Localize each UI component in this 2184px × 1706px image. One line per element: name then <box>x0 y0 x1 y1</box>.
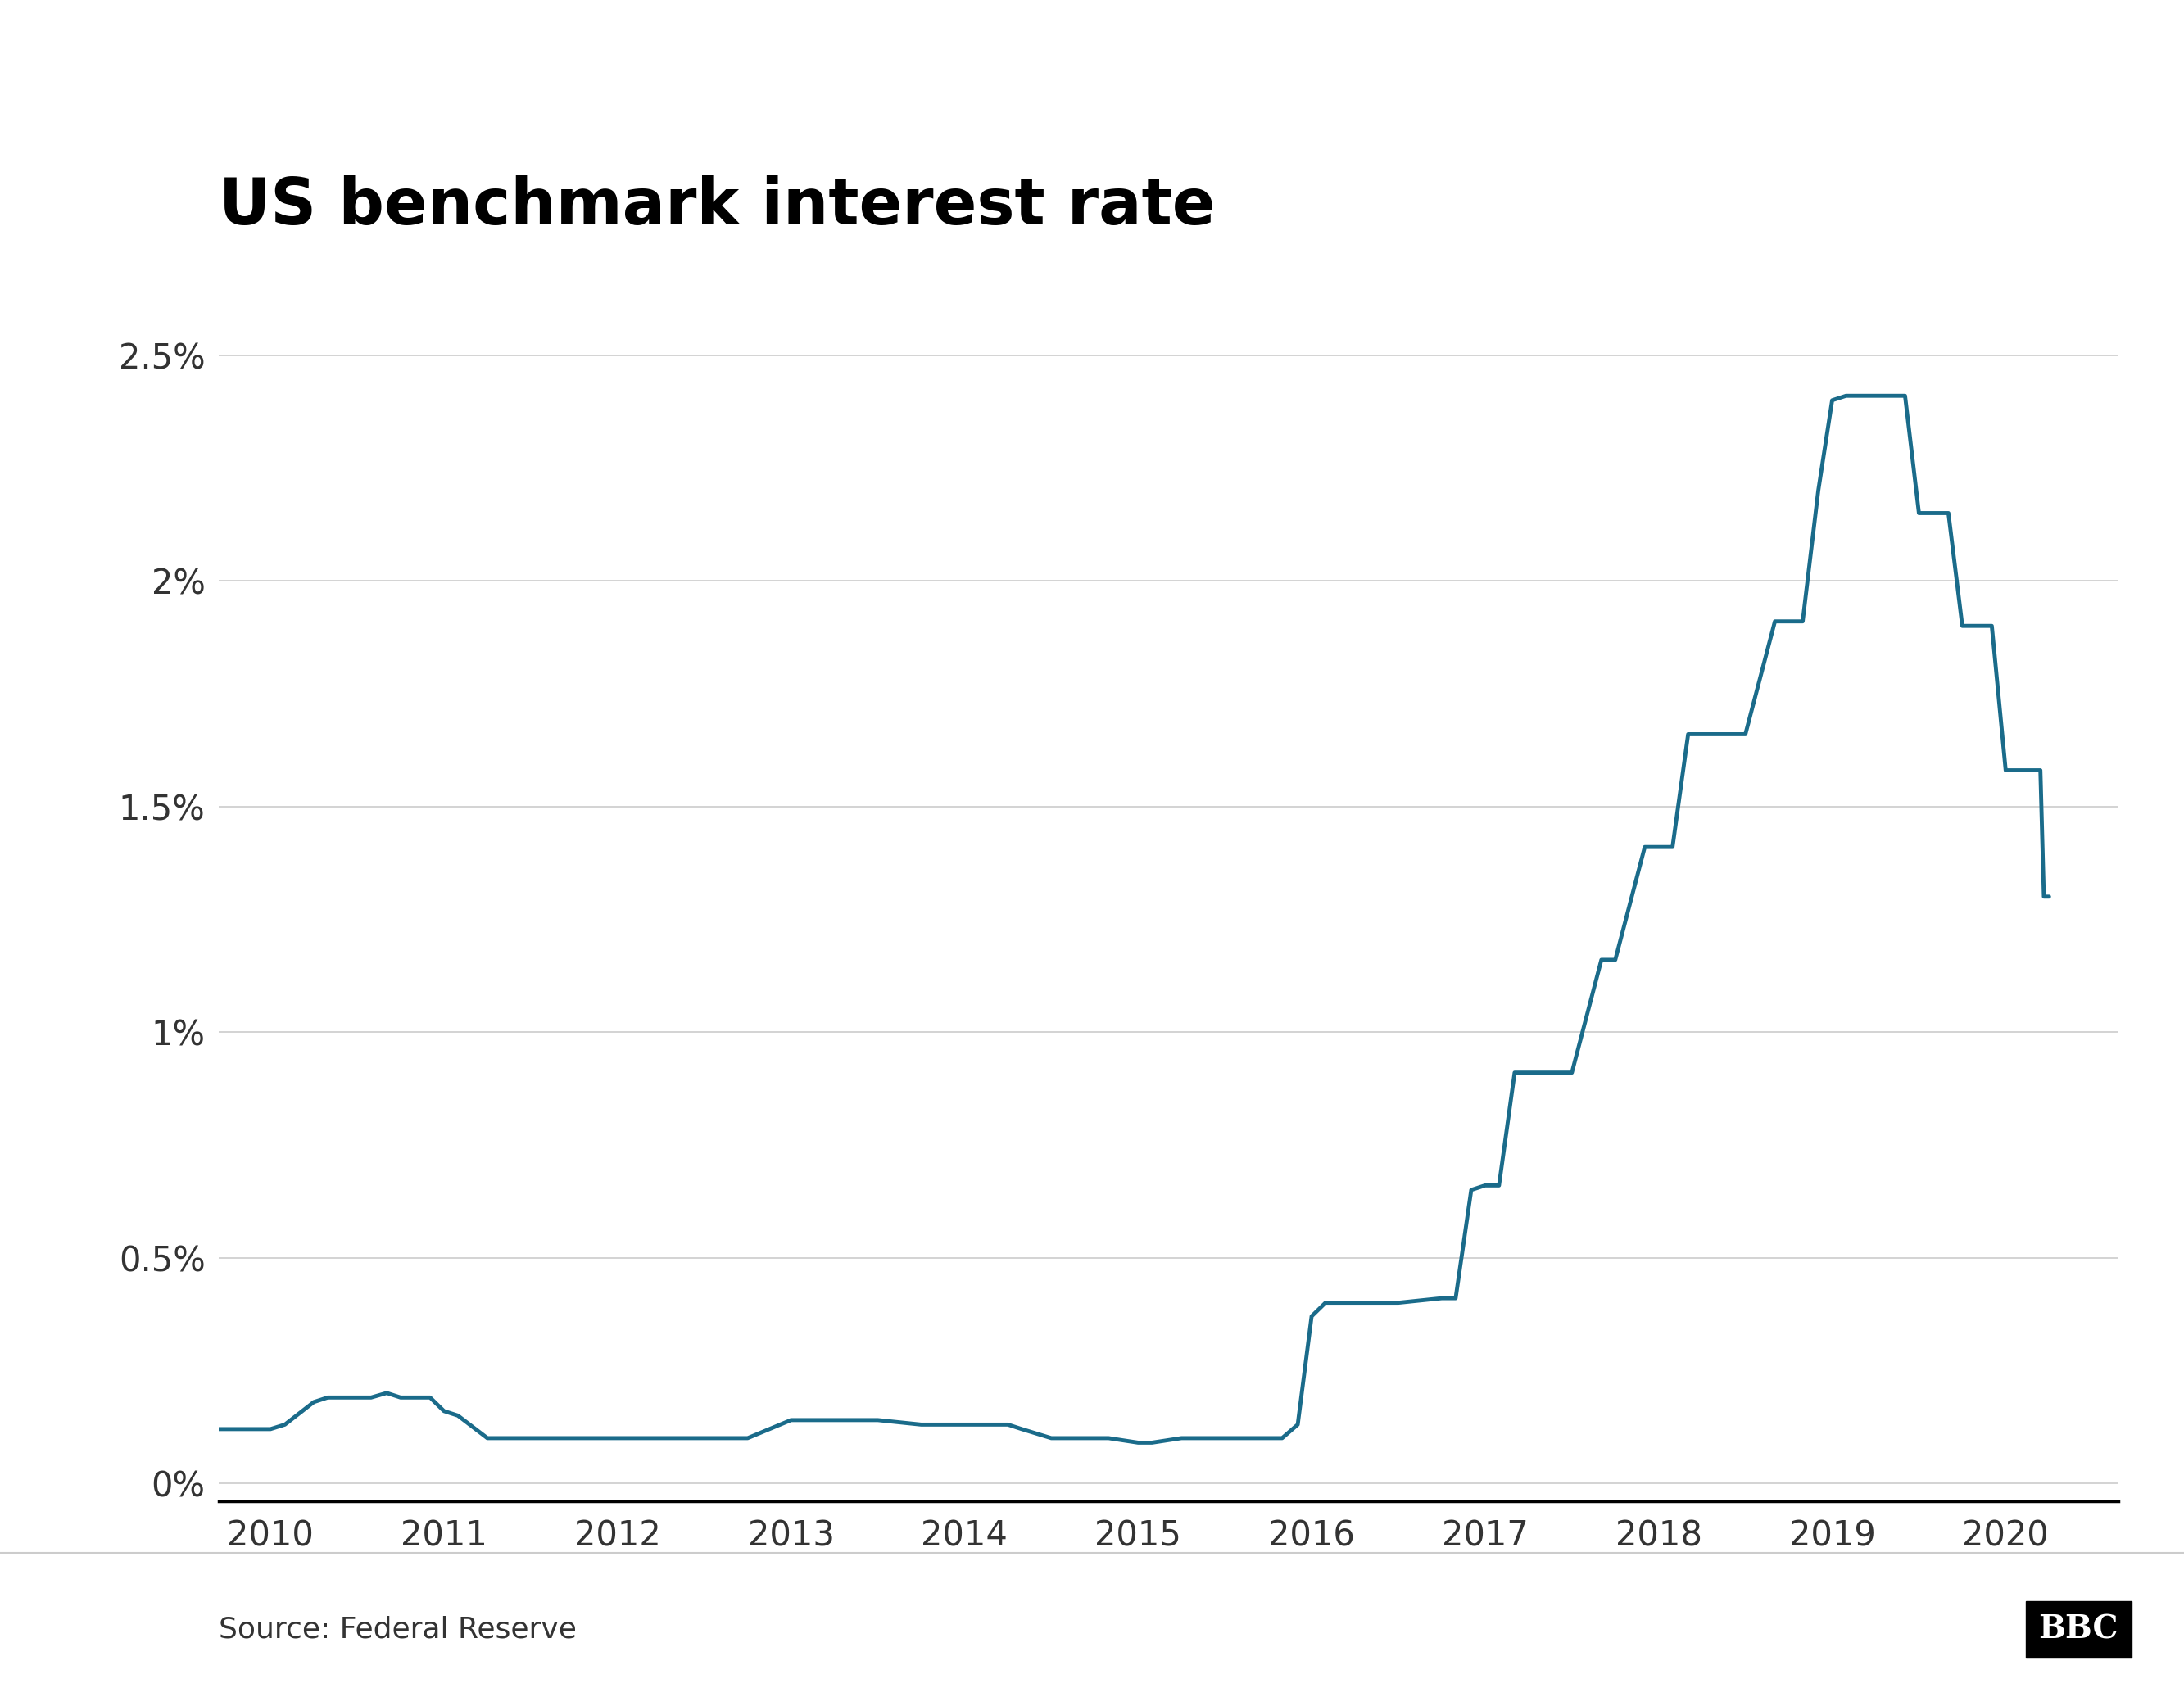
Text: Source: Federal Reserve: Source: Federal Reserve <box>218 1616 577 1643</box>
Text: US benchmark interest rate: US benchmark interest rate <box>218 176 1214 237</box>
Text: BBC: BBC <box>2038 1614 2118 1645</box>
